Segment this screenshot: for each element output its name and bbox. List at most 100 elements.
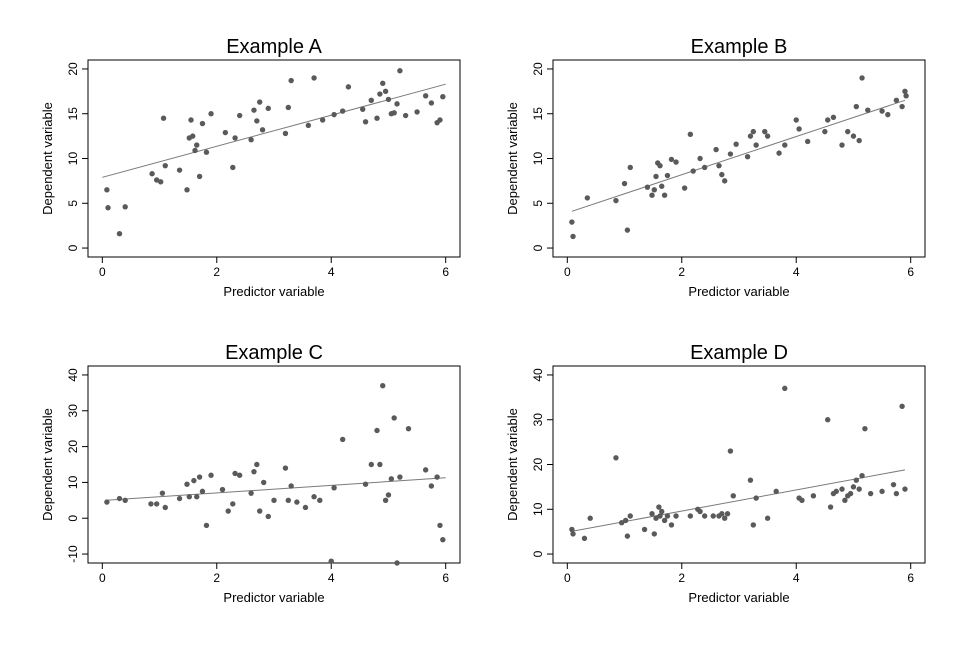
data-point <box>856 137 862 144</box>
data-point <box>747 477 754 483</box>
data-point <box>196 173 203 180</box>
data-point <box>697 155 703 162</box>
data-point <box>847 490 854 497</box>
data-point <box>203 149 210 155</box>
data-point <box>701 513 708 519</box>
data-point <box>839 486 845 492</box>
data-point <box>219 486 226 493</box>
data-point <box>747 133 754 139</box>
fit-line <box>571 99 906 212</box>
y-tick-label: 15 <box>531 107 545 121</box>
data-point <box>867 490 874 497</box>
data-point <box>288 483 294 489</box>
data-point <box>721 178 728 184</box>
data-point <box>621 180 628 187</box>
data-point <box>397 474 403 480</box>
y-tick-label: 30 <box>66 404 80 418</box>
data-point <box>380 80 386 86</box>
x-tick-label: 0 <box>99 571 106 585</box>
data-point <box>230 164 236 171</box>
data-point <box>764 133 771 139</box>
data-point <box>856 486 862 492</box>
data-point <box>382 88 389 95</box>
data-point <box>853 477 860 483</box>
y-tick-label: 5 <box>66 200 80 207</box>
data-point <box>377 91 383 97</box>
data-point <box>385 492 392 498</box>
data-point <box>391 110 397 116</box>
data-point <box>377 461 383 468</box>
y-tick-label: 0 <box>66 515 80 522</box>
data-point <box>104 187 110 193</box>
x-axis-label: Predictor variable <box>688 590 789 605</box>
data-point <box>222 129 229 136</box>
y-tick-label: 20 <box>66 62 80 76</box>
panel-example-d: Example D 0 2 4 6 0 10 20 30 40 Predictor variable… <box>505 342 926 605</box>
data-point <box>753 495 759 501</box>
data-point <box>825 417 831 423</box>
x-tick-label: 4 <box>328 265 335 279</box>
data-point <box>414 109 420 115</box>
data-point <box>653 515 659 521</box>
data-point <box>664 513 671 519</box>
x-tick-label: 6 <box>442 265 449 279</box>
data-point <box>176 167 183 173</box>
data-point <box>311 75 317 81</box>
data-point <box>232 135 238 141</box>
data-point <box>653 173 659 180</box>
plot-frame <box>552 59 926 258</box>
data-point <box>360 106 366 112</box>
data-point <box>319 117 326 123</box>
data-point <box>122 204 128 210</box>
data-point <box>305 122 312 129</box>
data-point <box>799 497 805 504</box>
data-point <box>196 474 203 480</box>
data-point <box>437 522 443 529</box>
data-point <box>259 127 266 133</box>
data-point <box>833 488 839 495</box>
data-point <box>713 146 719 153</box>
data-point <box>569 526 575 533</box>
chart-title: Example C <box>225 342 323 364</box>
data-point <box>374 427 380 434</box>
fit-line <box>102 83 446 178</box>
data-point <box>721 515 728 521</box>
data-point <box>793 117 799 123</box>
data-point <box>879 108 885 114</box>
data-point <box>902 88 908 95</box>
x-tick-label: 2 <box>678 265 685 279</box>
data-point <box>159 490 166 496</box>
plot-frame <box>87 365 461 564</box>
y-tick-label: 5 <box>531 200 545 207</box>
data-point <box>380 383 386 389</box>
data-point <box>339 436 346 443</box>
data-point <box>394 560 400 566</box>
y-axis-label: Dependent variable <box>40 408 55 521</box>
data-point <box>664 172 671 179</box>
data-point <box>865 107 871 113</box>
data-point <box>199 120 206 127</box>
data-point <box>879 488 885 495</box>
data-point <box>382 497 389 504</box>
y-tick-label: 30 <box>531 413 545 427</box>
data-point <box>328 558 334 564</box>
data-point <box>248 136 254 143</box>
data-point <box>251 468 257 475</box>
fit-line <box>105 477 446 501</box>
data-point <box>402 112 409 119</box>
x-axis-label: Predictor variable <box>223 284 324 299</box>
data-point <box>368 461 374 468</box>
data-point <box>649 511 655 517</box>
data-point <box>191 477 197 484</box>
data-point <box>850 133 857 139</box>
data-point <box>184 187 190 193</box>
data-point <box>753 142 759 148</box>
data-point <box>317 497 323 504</box>
data-point <box>885 111 891 118</box>
data-point <box>194 142 200 148</box>
data-point <box>225 508 231 514</box>
data-point <box>104 499 110 505</box>
data-point <box>762 128 768 135</box>
y-tick-label: 0 <box>531 550 545 557</box>
data-point <box>192 147 198 154</box>
